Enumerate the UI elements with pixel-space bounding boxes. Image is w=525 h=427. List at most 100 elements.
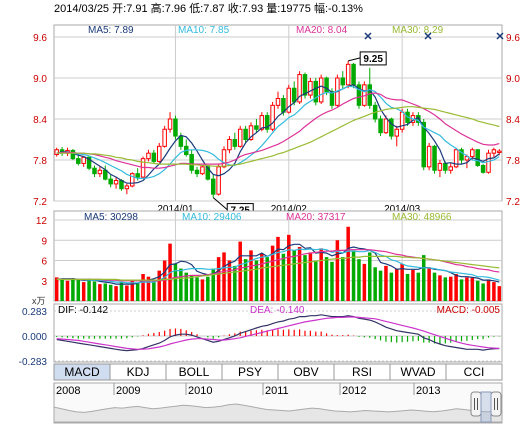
volume-bar (443, 277, 448, 301)
volume-bar (303, 255, 307, 301)
candle-body (443, 162, 448, 171)
header-change-label: 幅: (314, 2, 328, 15)
tab-rsi[interactable]: RSI (333, 363, 391, 381)
tab-label: WVAD (400, 365, 435, 379)
candle-body (318, 77, 324, 103)
candle-body (302, 74, 308, 96)
range-handle-left[interactable] (470, 391, 482, 417)
candle-body (297, 74, 302, 103)
price-ma5-line (56, 84, 500, 184)
macd-legend-dif: DIF: -0.142 (58, 305, 108, 316)
volume-bar (400, 263, 404, 301)
volume-bar (465, 277, 469, 301)
volume-bar (173, 263, 178, 301)
volume-bar (184, 272, 188, 301)
price-ytick-left: 9.0 (33, 74, 47, 85)
candle-body (97, 169, 103, 175)
volume-bar (65, 280, 70, 301)
candle-body (383, 118, 389, 134)
volume-ytick: 3 (41, 277, 47, 288)
volume-bar (162, 260, 167, 301)
volume-bar (411, 269, 415, 301)
candle-body (426, 145, 432, 168)
volume-bar (292, 250, 296, 301)
candle-body (135, 173, 140, 178)
macd-panel: 0.283 0.000 -0.283 DIF: -0.142 DEA: -0.140 M… (19, 303, 503, 368)
tab-kdj[interactable]: KDJ (109, 363, 167, 381)
indicator-tabs: MACD KDJ BOLL PSY OBV RSI WVAD CCI (53, 363, 503, 381)
candle-body (92, 167, 97, 175)
volume-bar (189, 275, 194, 301)
annotation-box (359, 51, 387, 66)
candle-body (480, 164, 486, 173)
range-handle-right[interactable] (490, 391, 502, 417)
price-ytick-right: 9.0 (506, 74, 520, 85)
event-marker-icon (364, 32, 372, 40)
volume-bar (492, 282, 496, 301)
volume-bar (254, 260, 259, 301)
candle-body (340, 77, 346, 86)
volume-bar (249, 250, 253, 301)
volume-bar (389, 272, 394, 301)
tab-label: OBV (293, 365, 318, 379)
volume-bar (98, 284, 102, 301)
volume-bar (141, 274, 145, 301)
tab-wvad[interactable]: WVAD (389, 363, 447, 381)
candle-body (491, 149, 497, 154)
candle-body (200, 166, 205, 175)
quote-header: 2014/03/25 开:7.91 高:7.96 低:7.87 收:7.93 量… (54, 1, 363, 15)
volume-legend-item: MA30: 48966 (392, 212, 452, 223)
volume-bar (211, 268, 215, 301)
candle-body (81, 156, 86, 164)
volume-unit: x万 (32, 296, 46, 306)
tab-macd[interactable]: MACD (53, 363, 111, 381)
volume-bar (324, 257, 329, 301)
volume-bar (384, 265, 388, 301)
navigator-area (53, 403, 503, 423)
tab-label: RSI (352, 365, 372, 379)
annotation-leader (348, 57, 361, 62)
volume-bar (346, 226, 350, 301)
price-panel: 9.6 9.6 9.0 9.0 8.4 8.4 7.8 7.8 7.2 7.2 2014/01 20… (33, 24, 520, 218)
price-legend-item: MA10: 7.85 (178, 25, 230, 36)
candle-body (356, 84, 362, 106)
volume-bar (432, 272, 437, 301)
candle-body (351, 63, 356, 86)
macd-ytick: 0.283 (22, 307, 47, 318)
volume-bar (260, 253, 264, 301)
volume-bar (281, 253, 286, 301)
tab-label: KDJ (127, 365, 150, 379)
candle-body (270, 104, 275, 130)
volume-bar (368, 252, 372, 301)
header-close-label: 收: (228, 1, 242, 15)
navigator-year-label: 2008 (56, 385, 80, 397)
candle-body (243, 128, 248, 140)
volume-bar (335, 240, 340, 301)
candle-body (103, 169, 108, 180)
volume-bar (60, 279, 64, 301)
candle-body (216, 166, 221, 195)
candle-body (146, 152, 151, 160)
volume-bar (308, 252, 313, 301)
volume-bar (486, 279, 491, 301)
tab-obv[interactable]: OBV (277, 363, 335, 381)
volume-bar (265, 257, 269, 301)
price-ytick-right: 7.8 (506, 156, 520, 167)
tab-boll[interactable]: BOLL (165, 363, 223, 381)
volume-bar (81, 282, 86, 301)
candle-body (124, 185, 130, 190)
navigator-year-label: 2011 (265, 385, 289, 397)
candle-body (448, 166, 453, 171)
candle-body (459, 149, 464, 161)
volume-bar (119, 282, 124, 301)
candle-body (324, 77, 329, 93)
tab-cci[interactable]: CCI (445, 363, 503, 381)
volume-bar (475, 280, 480, 301)
tab-psy[interactable]: PSY (221, 363, 279, 381)
volume-bar (243, 259, 248, 301)
volume-ytick: 9 (41, 236, 47, 247)
price-ytick-left: 8.4 (33, 115, 47, 126)
volume-bar (152, 279, 156, 301)
volume-ma30-line (56, 255, 500, 281)
